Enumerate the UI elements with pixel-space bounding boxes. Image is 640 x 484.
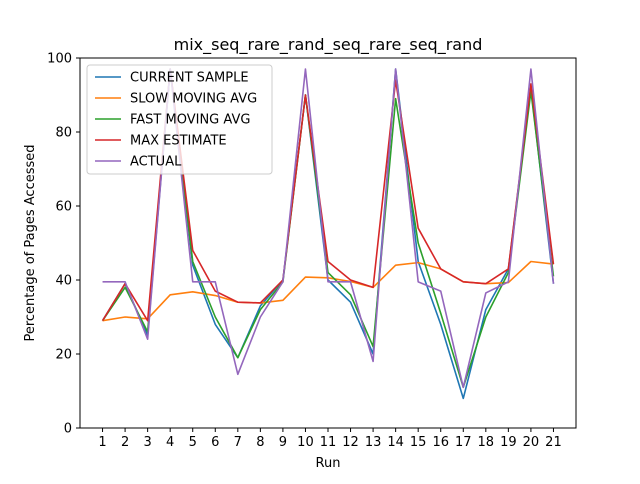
x-tick-label: 2: [121, 435, 129, 450]
x-tick-label: 9: [279, 435, 287, 450]
x-tick-label: 3: [143, 435, 151, 450]
x-tick-label: 16: [432, 435, 449, 450]
y-tick-label: 40: [55, 274, 72, 289]
y-tick-label: 60: [55, 200, 72, 215]
x-tick-label: 21: [545, 435, 562, 450]
y-tick-label: 100: [47, 52, 72, 67]
x-tick-label: 20: [523, 435, 540, 450]
legend-label-3: FAST MOVING AVG: [130, 113, 250, 128]
x-tick-label: 7: [234, 435, 242, 450]
x-tick-label: 8: [256, 435, 264, 450]
legend-label-4: MAX ESTIMATE: [130, 134, 227, 149]
x-tick-label: 12: [342, 435, 359, 450]
x-tick-label: 4: [166, 435, 174, 450]
x-tick-label: 19: [500, 435, 517, 450]
legend-label-5: ACTUAL: [130, 155, 182, 170]
legend-label-1: CURRENT SAMPLE: [130, 71, 249, 86]
legend: CURRENT SAMPLE SLOW MOVING AVG FAST MOVING…: [86, 64, 273, 175]
x-tick-label: 6: [211, 435, 219, 450]
x-tick-label: 15: [410, 435, 427, 450]
chart-title: mix_seq_rare_rand_seq_rare_seq_rand: [174, 35, 483, 55]
x-tick-label: 11: [320, 435, 337, 450]
x-tick-label: 14: [387, 435, 404, 450]
x-tick-label: 18: [478, 435, 495, 450]
y-tick-label: 20: [55, 348, 72, 363]
x-tick-label: 5: [189, 435, 197, 450]
x-axis-label: Run: [316, 456, 341, 471]
x-tick-label: 17: [455, 435, 472, 450]
legend-label-2: SLOW MOVING AVG: [130, 92, 257, 107]
x-tick-label: 1: [98, 435, 106, 450]
y-axis-label: Percentage of Pages Accessed: [23, 144, 38, 341]
x-tick-label: 13: [365, 435, 382, 450]
y-tick-label: 0: [64, 422, 72, 437]
legend-box: [86, 64, 273, 175]
y-tick-label: 80: [55, 126, 72, 141]
x-tick-label: 10: [297, 435, 314, 450]
